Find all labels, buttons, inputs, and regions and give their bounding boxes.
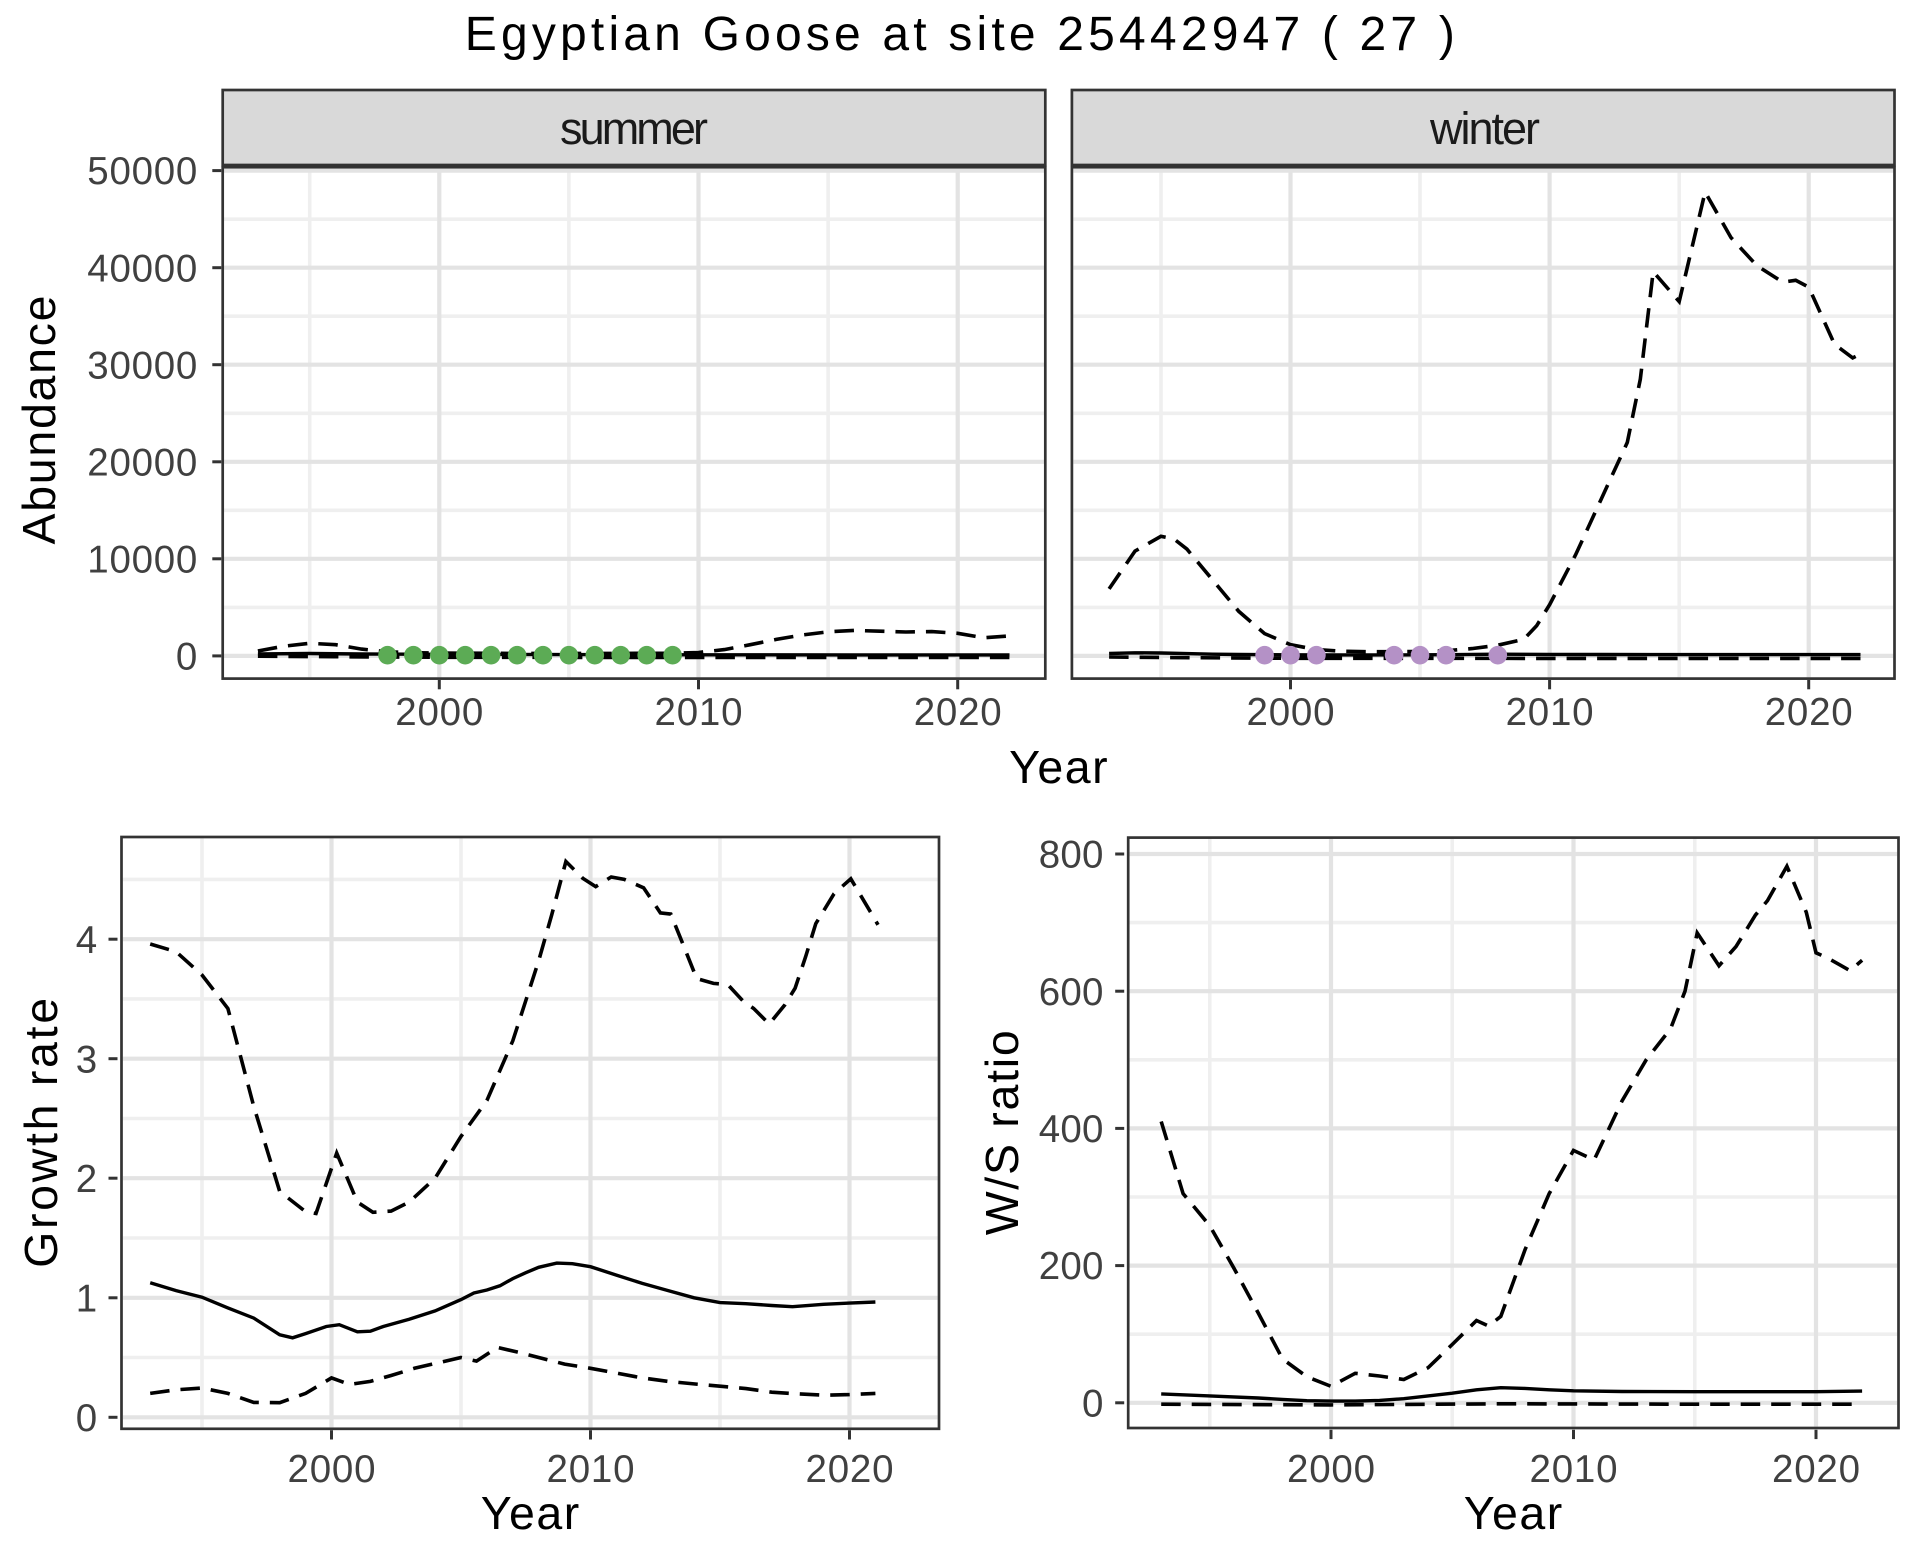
svg-text:10000: 10000 xyxy=(87,538,197,581)
svg-text:Year: Year xyxy=(481,1487,580,1539)
svg-text:2020: 2020 xyxy=(914,691,1002,734)
svg-text:400: 400 xyxy=(1039,1108,1104,1151)
svg-text:30000: 30000 xyxy=(87,344,197,387)
svg-text:2000: 2000 xyxy=(1247,691,1335,734)
svg-text:800: 800 xyxy=(1039,834,1104,877)
svg-text:0: 0 xyxy=(76,1397,97,1440)
svg-text:2000: 2000 xyxy=(395,691,483,734)
svg-text:20000: 20000 xyxy=(87,441,197,484)
svg-text:2010: 2010 xyxy=(547,1448,635,1491)
svg-text:1: 1 xyxy=(76,1277,97,1320)
svg-text:Abundance: Abundance xyxy=(13,296,65,545)
svg-text:2010: 2010 xyxy=(1530,1448,1618,1491)
svg-text:2020: 2020 xyxy=(806,1448,894,1491)
svg-text:Year: Year xyxy=(1464,1487,1563,1539)
svg-text:600: 600 xyxy=(1039,971,1104,1014)
svg-text:2010: 2010 xyxy=(1506,691,1594,734)
svg-text:summer: summer xyxy=(560,103,708,154)
svg-text:4: 4 xyxy=(76,919,97,962)
svg-text:200: 200 xyxy=(1039,1245,1104,1288)
svg-text:W/S ratio: W/S ratio xyxy=(976,1030,1028,1235)
svg-text:2000: 2000 xyxy=(288,1448,376,1491)
svg-text:2020: 2020 xyxy=(1772,1448,1860,1491)
svg-text:50000: 50000 xyxy=(87,150,197,193)
svg-text:2010: 2010 xyxy=(655,691,743,734)
svg-text:Year: Year xyxy=(1009,741,1108,793)
svg-text:3: 3 xyxy=(76,1038,97,1081)
svg-text:40000: 40000 xyxy=(87,247,197,290)
svg-text:winter: winter xyxy=(1429,103,1540,154)
svg-text:2000: 2000 xyxy=(1287,1448,1375,1491)
svg-text:2020: 2020 xyxy=(1765,691,1853,734)
svg-text:0: 0 xyxy=(176,636,197,679)
svg-text:2: 2 xyxy=(76,1158,97,1201)
svg-text:Egyptian Goose at site 2544294: Egyptian Goose at site 25442947 ( 27 ) xyxy=(465,8,1455,61)
svg-text:0: 0 xyxy=(1082,1382,1103,1425)
